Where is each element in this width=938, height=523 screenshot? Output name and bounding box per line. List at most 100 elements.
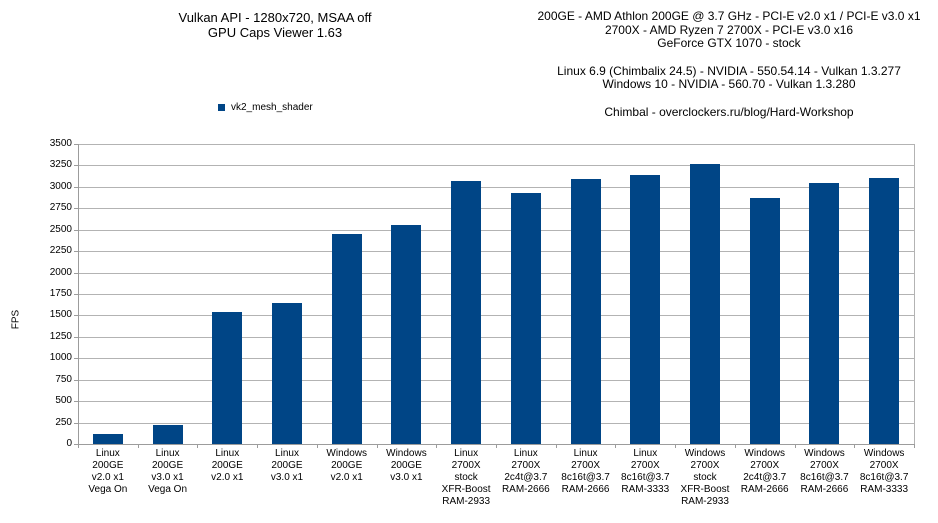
x-axis-tick bbox=[257, 444, 258, 448]
chart-title: Vulkan API - 1280x720, MSAA off GPU Caps… bbox=[80, 10, 470, 40]
y-axis-tick bbox=[74, 186, 78, 188]
bar bbox=[630, 174, 661, 444]
y-axis-title: FPS bbox=[10, 309, 22, 330]
y-axis-tick bbox=[74, 336, 78, 338]
y-tick-label: 2250 bbox=[49, 245, 72, 257]
x-tick-label: Windows 200GE v2.0 x1 bbox=[326, 448, 367, 483]
chart-title-line2: GPU Caps Viewer 1.63 bbox=[207, 25, 343, 40]
gridline bbox=[78, 272, 914, 274]
y-axis-tick bbox=[74, 294, 78, 295]
y-tick-label: 3250 bbox=[49, 159, 72, 171]
y-tick-label: 750 bbox=[55, 373, 72, 385]
hardware-info-line3: GeForce GTX 1070 - stock bbox=[657, 36, 801, 50]
gridline bbox=[78, 422, 914, 424]
bar bbox=[92, 434, 123, 444]
y-axis-tick bbox=[74, 144, 78, 145]
x-axis-tick bbox=[675, 444, 676, 448]
y-tick-label: 500 bbox=[55, 395, 72, 407]
x-tick-label: Linux 2700X 8c16t@3.7 RAM-2666 bbox=[561, 448, 610, 495]
gridline bbox=[78, 165, 914, 167]
gridline bbox=[78, 144, 914, 145]
y-axis-tick bbox=[74, 422, 78, 424]
y-axis-tick bbox=[74, 444, 78, 445]
gridline bbox=[78, 358, 914, 360]
bar bbox=[391, 225, 422, 444]
x-tick-label: Linux 200GE v3.0 x1 Vega On bbox=[148, 448, 188, 495]
bar bbox=[152, 425, 183, 444]
bar bbox=[869, 178, 900, 444]
gridline bbox=[78, 251, 914, 253]
gridline bbox=[78, 379, 914, 381]
y-tick-label: 2750 bbox=[49, 202, 72, 214]
x-tick-label: Linux 2700X stock XFR-Boost RAM-2933 bbox=[441, 448, 491, 507]
bar bbox=[510, 192, 541, 444]
x-axis-tick bbox=[78, 444, 79, 448]
y-tick-label: 1250 bbox=[49, 330, 72, 342]
x-axis-tick bbox=[138, 444, 139, 448]
x-axis-tick bbox=[556, 444, 557, 448]
y-tick-label: 0 bbox=[66, 438, 72, 449]
bar bbox=[331, 234, 362, 444]
y-tick-label: 250 bbox=[55, 416, 72, 428]
bar bbox=[272, 302, 302, 444]
y-axis-tick bbox=[74, 379, 78, 381]
x-tick-label: Linux 200GE v3.0 x1 bbox=[270, 448, 304, 483]
gridline bbox=[78, 336, 914, 338]
legend: vk2_mesh_shader bbox=[218, 102, 313, 113]
y-tick-label: 2500 bbox=[49, 223, 72, 235]
y-tick-label: 3500 bbox=[49, 138, 72, 149]
x-tick-label: Windows 200GE v3.0 x1 bbox=[386, 448, 427, 483]
x-axis-tick bbox=[854, 444, 855, 448]
author-credit: Chimbal - overclockers.ru/blog/Hard-Work… bbox=[604, 104, 854, 119]
y-axis-tick bbox=[74, 165, 78, 167]
bar bbox=[749, 198, 780, 444]
x-axis-tick bbox=[735, 444, 736, 448]
x-axis-tick bbox=[496, 444, 497, 448]
gridline bbox=[78, 229, 914, 231]
driver-info-line2: Windows 10 - NVIDIA - 560.70 - Vulkan 1.… bbox=[602, 77, 856, 91]
y-axis-tick bbox=[74, 401, 78, 403]
x-tick-label: Linux 2700X 2c4t@3.7 RAM-2666 bbox=[501, 448, 550, 495]
system-info: 200GE - AMD Athlon 200GE @ 3.7 GHz - PCI… bbox=[520, 9, 938, 133]
y-axis-line bbox=[78, 144, 79, 444]
legend-swatch-icon bbox=[218, 104, 225, 111]
y-axis-tick bbox=[74, 208, 78, 210]
bar bbox=[809, 183, 840, 444]
driver-info: Linux 6.9 (Chimbalix 24.5) - NVIDIA - 55… bbox=[520, 63, 938, 92]
y-axis-tick bbox=[74, 315, 78, 317]
driver-info-line1: Linux 6.9 (Chimbalix 24.5) - NVIDIA - 55… bbox=[557, 63, 901, 78]
gridline bbox=[78, 208, 914, 210]
gridline bbox=[78, 315, 914, 317]
x-tick-label: Windows 2700X stock XFR-Boost RAM-2933 bbox=[680, 448, 730, 507]
plot-right-border bbox=[914, 144, 915, 444]
y-axis-tick bbox=[74, 229, 78, 231]
bar bbox=[451, 180, 482, 444]
chart-title-line1: Vulkan API - 1280x720, MSAA off bbox=[178, 10, 372, 25]
hardware-info-line1: 200GE - AMD Athlon 200GE @ 3.7 GHz - PCI… bbox=[537, 9, 921, 23]
y-axis-tick bbox=[74, 272, 78, 274]
x-axis-tick bbox=[615, 444, 616, 448]
gridline bbox=[78, 186, 914, 188]
x-tick-label: Linux 200GE v2.0 x1 Vega On bbox=[88, 448, 128, 495]
gridline bbox=[78, 401, 914, 403]
x-axis-tick bbox=[436, 444, 437, 448]
x-axis-tick bbox=[197, 444, 198, 448]
hardware-info-line2: 2700X - AMD Ryzen 7 2700X - PCI-E v3.0 x… bbox=[604, 22, 854, 37]
x-axis-tick bbox=[795, 444, 796, 448]
y-tick-label: 3000 bbox=[49, 180, 72, 192]
y-tick-label: 2000 bbox=[49, 266, 72, 278]
gridline bbox=[78, 294, 914, 295]
x-axis-tick bbox=[914, 444, 915, 448]
y-axis-tick bbox=[74, 251, 78, 253]
y-tick-label: 1750 bbox=[49, 288, 72, 299]
bar bbox=[212, 312, 243, 444]
y-tick-label: 1000 bbox=[49, 352, 72, 364]
y-tick-label: 1500 bbox=[49, 309, 72, 321]
x-axis-tick bbox=[317, 444, 318, 448]
x-tick-label: Windows 2700X 8c16t@3.7 RAM-3333 bbox=[859, 448, 909, 495]
x-tick-label: Windows 2700X 2c4t@3.7 RAM-2666 bbox=[740, 448, 789, 495]
bar bbox=[570, 179, 601, 444]
x-axis-tick bbox=[377, 444, 378, 448]
x-tick-label: Linux 2700X 8c16t@3.7 RAM-3333 bbox=[621, 448, 670, 495]
